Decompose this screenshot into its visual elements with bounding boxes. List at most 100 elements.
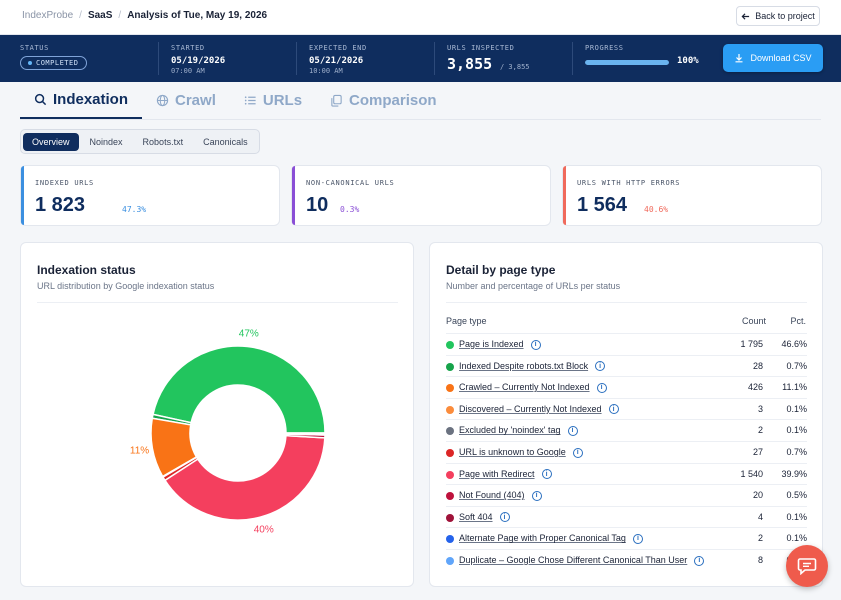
donut-slice-label: 47%	[239, 329, 259, 340]
search-icon	[34, 93, 47, 106]
banner-divider	[296, 42, 297, 75]
info-icon[interactable]: i	[572, 447, 583, 458]
page-type-link[interactable]: Indexed Despite robots.txt Block i	[459, 361, 606, 372]
page-type-link[interactable]: Page with Redirect i	[459, 469, 552, 480]
info-icon[interactable]: i	[531, 490, 542, 501]
tab-crawl[interactable]: Crawl	[142, 82, 230, 119]
page-type-label: Duplicate – Google Chose Different Canon…	[459, 555, 688, 565]
page-type-label: Page with Redirect	[459, 468, 535, 479]
status-color-dot	[446, 427, 454, 436]
stat-percentage: 40.6%	[644, 205, 669, 214]
stat-card-indexed-urls: INDEXED URLS 1 823 47.3%	[20, 165, 280, 226]
row-percentage: 39.9%	[781, 468, 807, 479]
page-type-link[interactable]: Soft 404 i	[459, 512, 510, 523]
page-type-link[interactable]: URL is unknown to Google i	[459, 447, 583, 458]
copy-icon	[331, 94, 342, 107]
chat-support-button[interactable]	[786, 545, 828, 587]
row-count: 4	[757, 511, 763, 522]
info-icon[interactable]: i	[499, 512, 510, 523]
status-label: STATUS	[20, 44, 49, 52]
info-icon[interactable]: i	[632, 533, 643, 544]
download-csv-label: Download CSV	[750, 53, 812, 63]
detail-by-page-type-panel: Detail by page type Number and percentag…	[429, 242, 823, 587]
row-percentage: 0.1%	[786, 533, 807, 544]
status-banner: STATUS COMPLETED STARTED 05/19/2026 07:0…	[0, 35, 841, 82]
row-count: 20	[752, 490, 763, 501]
tab-indexation[interactable]: Indexation	[20, 82, 143, 119]
urls-inspected-total: / 3,855	[500, 63, 530, 71]
info-icon[interactable]: i	[608, 404, 619, 415]
donut-slice[interactable]	[285, 432, 326, 435]
info-icon[interactable]: i	[530, 339, 541, 350]
donut-slice[interactable]	[152, 345, 326, 434]
progress-value: 100%	[677, 56, 699, 66]
segment-overview[interactable]: Overview	[23, 132, 79, 151]
page-type-link[interactable]: Alternate Page with Proper Canonical Tag…	[459, 533, 643, 544]
column-header-page-type: Page type	[446, 316, 487, 326]
tab-urls[interactable]: URLs	[230, 82, 316, 119]
stat-value: 10	[306, 194, 329, 216]
info-icon[interactable]: i	[567, 425, 578, 436]
tab-urls-label: URLs	[262, 92, 303, 109]
tab-indexation-label: Indexation	[53, 91, 129, 108]
page-type-label: Excluded by 'noindex' tag	[459, 425, 561, 436]
breadcrumb-app-link[interactable]: IndexProbe	[22, 10, 74, 21]
download-csv-button[interactable]: Download CSV	[723, 44, 823, 72]
status-badge-text: COMPLETED	[36, 59, 79, 67]
row-percentage: 0.1%	[786, 425, 807, 436]
back-to-project-button[interactable]: Back to project	[736, 6, 820, 26]
download-icon	[735, 54, 743, 63]
tab-crawl-label: Crawl	[175, 92, 216, 109]
tab-divider	[20, 119, 821, 120]
info-icon[interactable]: i	[541, 469, 552, 480]
page-type-link[interactable]: Page is Indexed i	[459, 339, 541, 350]
stat-accent-bar	[292, 166, 295, 225]
banner-divider	[158, 42, 159, 75]
breadcrumb-project-link[interactable]: SaaS	[87, 10, 113, 21]
stat-accent-bar	[21, 166, 24, 225]
stat-label: INDEXED URLS	[35, 179, 94, 187]
arrow-left-icon	[741, 12, 750, 20]
page-type-link[interactable]: Crawled – Currently Not Indexed i	[459, 382, 607, 393]
table-row: Crawled – Currently Not Indexed i 426 11.1%	[446, 376, 807, 398]
panel-divider	[446, 302, 807, 303]
page-type-link[interactable]: Duplicate – Google Chose Different Canon…	[459, 555, 705, 566]
donut-slice[interactable]	[164, 434, 326, 521]
stat-value: 1 823	[35, 194, 86, 216]
list-icon	[244, 96, 256, 105]
status-color-dot	[446, 449, 454, 457]
table-row: URL is unknown to Google i 27 0.7%	[446, 441, 807, 463]
started-date: 05/19/2026	[171, 56, 226, 66]
progress-label: PROGRESS	[585, 44, 624, 52]
page-type-label: Soft 404	[459, 511, 493, 522]
page-type-link[interactable]: Not Found (404) i	[459, 490, 542, 501]
status-color-dot	[446, 341, 454, 349]
row-count: 2	[757, 425, 763, 436]
tab-comparison[interactable]: Comparison	[316, 82, 451, 119]
info-icon[interactable]: i	[596, 382, 607, 393]
info-icon[interactable]: i	[595, 361, 606, 372]
page-type-label: Alternate Page with Proper Canonical Tag	[459, 533, 626, 544]
table-row: Not Found (404) i 20 0.5%	[446, 484, 807, 506]
segment-robots-txt[interactable]: Robots.txt	[142, 136, 184, 147]
chat-icon	[797, 558, 817, 575]
segment-noindex[interactable]: Noindex	[89, 136, 123, 147]
banner-divider	[572, 42, 573, 75]
segment-canonicals[interactable]: Canonicals	[203, 136, 248, 147]
status-color-dot	[446, 513, 454, 522]
stat-accent-bar	[563, 166, 566, 225]
status-color-dot	[446, 470, 454, 479]
row-percentage: 0.1%	[786, 511, 807, 522]
page-type-link[interactable]: Excluded by 'noindex' tag i	[459, 425, 578, 436]
table-row: Discovered – Currently Not Indexed i 3 0.1%	[446, 397, 807, 420]
started-time: 07:00 AM	[171, 67, 205, 75]
page-type-label: Discovered – Currently Not Indexed	[459, 403, 602, 414]
stat-percentage: 47.3%	[122, 205, 147, 214]
progress-bar-fill	[585, 60, 669, 65]
status-color-dot	[446, 492, 454, 501]
info-icon[interactable]: i	[694, 555, 705, 566]
page-type-link[interactable]: Discovered – Currently Not Indexed i	[459, 404, 619, 415]
status-color-dot	[446, 557, 454, 565]
table-row: Duplicate – Google Chose Different Canon…	[446, 549, 807, 571]
row-percentage: 0.7%	[786, 447, 807, 457]
